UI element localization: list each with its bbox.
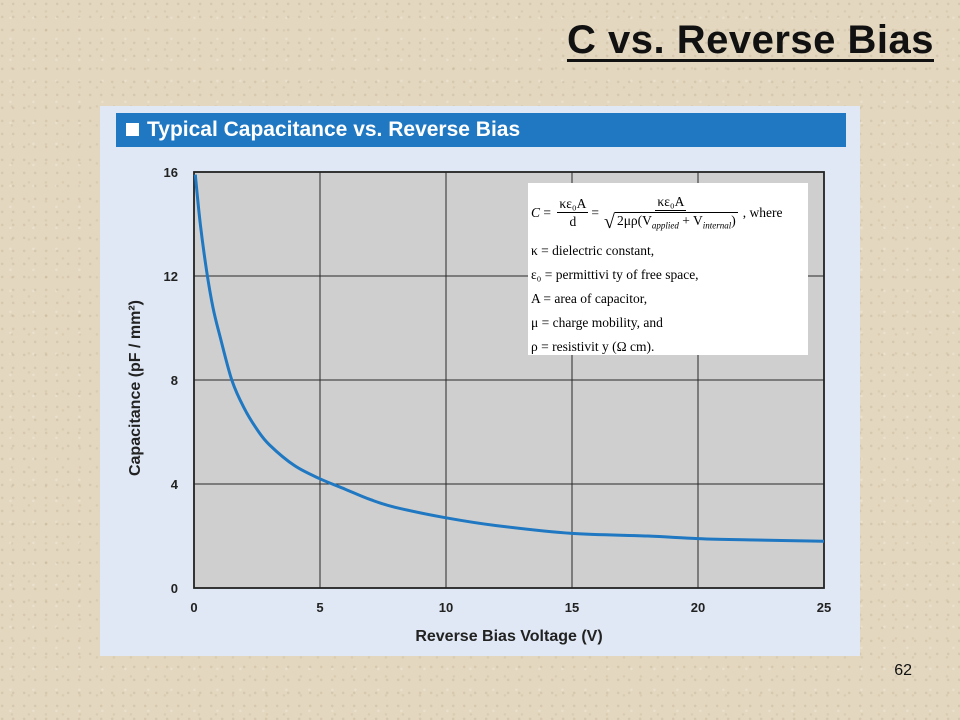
x-tick-labels: 0 5 10 15 20 25 <box>190 600 831 615</box>
y-tick-label: 12 <box>164 269 178 284</box>
y-tick-label: 0 <box>171 581 178 596</box>
x-tick-label: 25 <box>817 600 831 615</box>
y-tick-label: 4 <box>171 477 179 492</box>
y-axis-label: Capacitance (pF / mm²) <box>127 300 144 476</box>
x-tick-label: 20 <box>691 600 705 615</box>
frac2-den-text: 2μρ(V <box>616 213 652 228</box>
square-bullet-icon <box>126 123 139 136</box>
x-axis-label: Reverse Bias Voltage (V) <box>415 628 602 645</box>
plus-v: + V <box>678 213 703 228</box>
slide-title: C vs. Reverse Bias <box>566 18 934 62</box>
formula-box: C = κε₀A d = κε₀A √ 2μρ(Vapplied + Vinter… <box>528 183 808 355</box>
x-tick-label: 15 <box>565 600 579 615</box>
x-tick-label: 5 <box>316 600 323 615</box>
y-tick-label: 16 <box>164 165 178 180</box>
definition-area: A = area of capacitor, <box>531 291 648 306</box>
frac2-numerator: κε₀A <box>655 194 687 211</box>
capacitance-curve <box>193 174 825 543</box>
capacitance-equation: C = κε₀A d = κε₀A √ 2μρ(Vapplied + Vinter… <box>531 194 783 233</box>
fraction-plate: κε₀A d <box>557 196 589 230</box>
definition-rho: ρ = resistivit y (Ω cm). <box>531 339 655 354</box>
formula-lhs: C <box>531 205 541 220</box>
frac1-numerator: κε₀A <box>557 196 589 213</box>
frac2-denominator: √ 2μρ(Vapplied + Vinternal) <box>602 211 740 232</box>
page-number: 62 <box>894 662 912 679</box>
fraction-bias: κε₀A √ 2μρ(Vapplied + Vinternal) <box>602 194 740 232</box>
sub-internal: internal <box>702 220 732 231</box>
figure-panel: Typical Capacitance vs. Reverse Bias 0 5 1… <box>100 106 860 656</box>
plot-border <box>193 171 825 589</box>
y-tick-labels: 0 4 8 12 16 <box>164 165 179 596</box>
sub-applied: applied <box>651 220 679 231</box>
sqrt-icon: √ 2μρ(Vapplied + Vinternal) <box>603 211 738 233</box>
chart-header-text: Typical Capacitance vs. Reverse Bias <box>147 118 521 141</box>
x-tick-label: 10 <box>439 600 453 615</box>
definition-mu: μ = charge mobility, and <box>531 315 663 330</box>
definition-epsilon: ε₀ = permittivi ty of free space, <box>531 267 699 282</box>
chart-header: Typical Capacitance vs. Reverse Bias <box>116 113 846 147</box>
x-tick-label: 0 <box>190 600 197 615</box>
where-text: , where <box>742 205 783 220</box>
frac1-denominator: d <box>569 214 577 229</box>
definition-kappa: κ = dielectric constant, <box>531 243 655 258</box>
y-tick-label: 8 <box>171 373 178 388</box>
close-paren: ) <box>731 213 736 228</box>
